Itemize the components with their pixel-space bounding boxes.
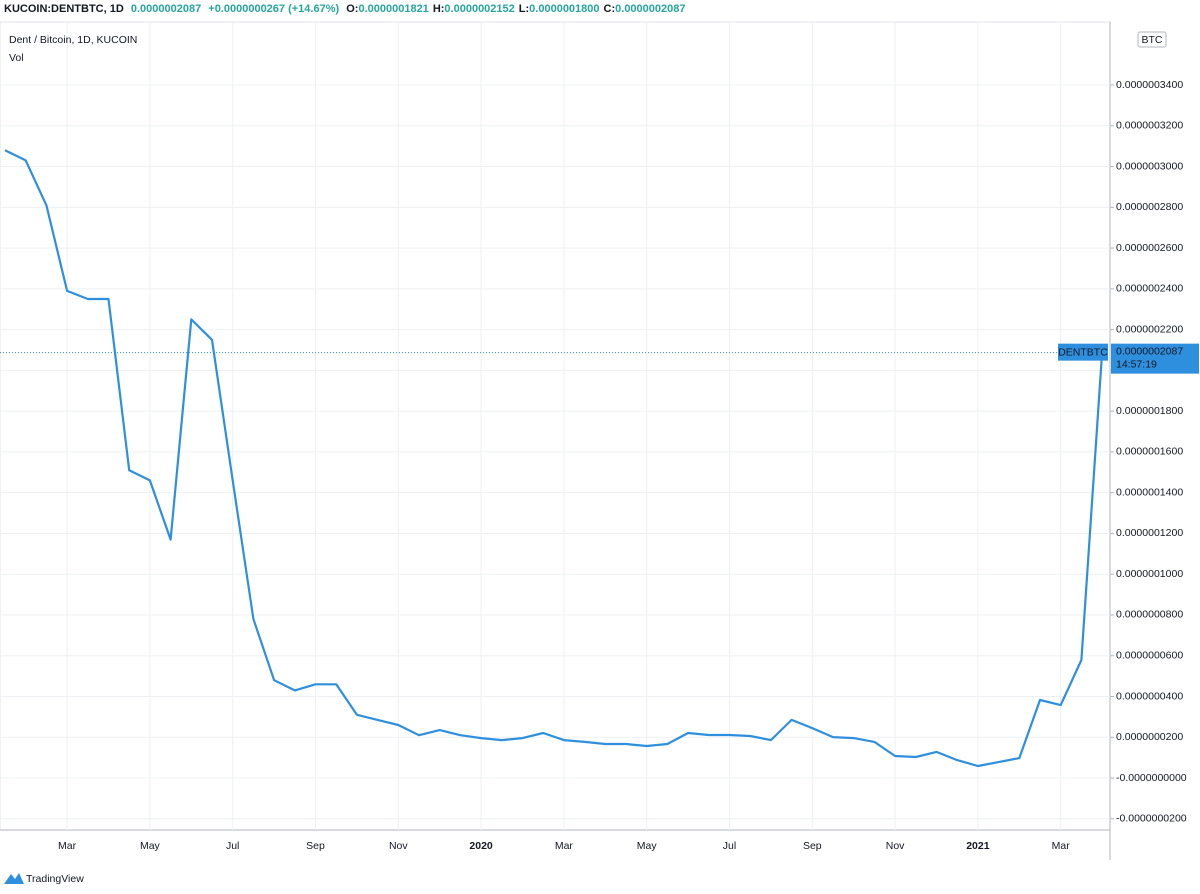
y-tick-label: -0.0000000000 — [1116, 772, 1187, 784]
symbol: KUCOIN:DENTBTC, 1D — [4, 3, 124, 15]
x-tick-label: 2020 — [469, 840, 493, 852]
watermark-logo — [4, 873, 24, 884]
y-tick-label: 0.0000000200 — [1116, 731, 1183, 743]
symbol-tag — [1058, 343, 1108, 361]
chart-subtitle: Vol — [9, 52, 24, 64]
x-tick-label: Sep — [803, 840, 822, 852]
x-tick-label: Mar — [1052, 840, 1071, 852]
y-tick-label: 0.0000002400 — [1116, 283, 1183, 295]
unit-tag-text: BTC — [1142, 34, 1163, 46]
y-tick-label: 0.0000003000 — [1116, 160, 1183, 172]
ohlc-label: C: — [603, 3, 616, 15]
ohlc-value: 0.0000002152 — [444, 3, 515, 15]
ohlc-value: 0.0000001821 — [358, 3, 429, 15]
x-tick-label: Nov — [389, 840, 408, 852]
x-tick-label: Mar — [555, 840, 574, 852]
y-tick-label: 0.0000001400 — [1116, 486, 1183, 498]
y-tick-label: 0.0000002200 — [1116, 323, 1183, 335]
symbol-tag-text: DENTBTC — [1058, 346, 1108, 358]
watermark-text: TradingView — [26, 873, 84, 885]
y-tick-label: 0.0000001200 — [1116, 527, 1183, 539]
watermark: TradingView — [4, 873, 84, 885]
x-tick-label: Jul — [723, 840, 736, 852]
ohlc: O:0.0000001821 H:0.0000002152 L:0.00000018… — [346, 3, 689, 15]
price-tag — [1111, 343, 1199, 374]
y-tick-label: 0.0000002800 — [1116, 201, 1183, 213]
y-tick-label: 0.0000001800 — [1116, 405, 1183, 417]
y-tick-label: 0.0000000800 — [1116, 609, 1183, 621]
price-line — [4, 149, 1104, 768]
y-tick-label: 0.0000001600 — [1116, 446, 1183, 458]
header-price: 0.0000002087 — [130, 3, 202, 15]
y-tick-label: 0.0000000400 — [1116, 690, 1183, 702]
x-tick-label: Mar — [58, 840, 77, 852]
price-tag-value: 0.0000002087 — [1116, 345, 1183, 357]
x-tick-label: May — [637, 840, 658, 852]
chart-title: Dent / Bitcoin, 1D, KUCOIN — [9, 34, 137, 46]
y-tick-label: 0.0000002600 — [1116, 242, 1183, 254]
x-tick-label: Nov — [886, 840, 905, 852]
x-tick-label: Sep — [306, 840, 325, 852]
price-tag-countdown: 14:57:19 — [1116, 358, 1157, 370]
y-tick-label: 0.0000001000 — [1116, 568, 1183, 580]
header-change: +0.0000000267 (+14.67%) — [208, 3, 340, 15]
symbol-header: KUCOIN:DENTBTC, 1D 0.0000002087 +0.00000… — [4, 3, 694, 15]
y-tick-label: -0.0000000200 — [1116, 813, 1187, 825]
plot-frame — [0, 21, 1111, 831]
x-tick-label: 2021 — [966, 840, 990, 852]
y-tick-label: 0.0000003400 — [1116, 79, 1183, 91]
ohlc-label: O: — [346, 3, 359, 15]
y-tick-label: 0.0000000600 — [1116, 650, 1183, 662]
y-tick-label: 0.0000003200 — [1116, 120, 1183, 132]
ohlc-value: 0.0000001800 — [529, 3, 600, 15]
x-tick-label: May — [140, 840, 161, 852]
ohlc-value: 0.0000002087 — [615, 3, 686, 15]
ohlc-label: L: — [518, 3, 530, 15]
ohlc-label: H: — [432, 3, 445, 15]
x-tick-label: Jul — [226, 840, 239, 852]
unit-tag — [1137, 31, 1167, 48]
